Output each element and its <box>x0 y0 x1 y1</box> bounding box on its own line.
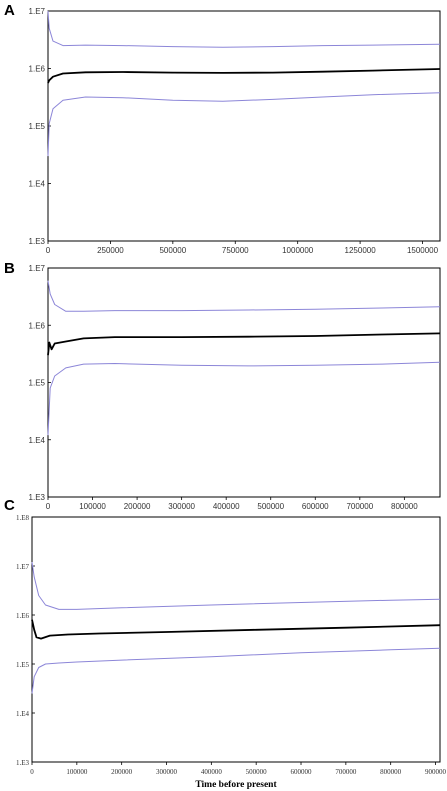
y-tick-label: 1.E5 <box>29 122 46 131</box>
series-line-lower <box>31 647 441 694</box>
x-tick-label: 200000 <box>111 768 133 776</box>
plot-frame <box>47 267 441 498</box>
y-tick-label: 1.E6 <box>29 65 46 74</box>
x-tick-label: 300000 <box>168 502 195 511</box>
x-tick-label: 500000 <box>257 502 284 511</box>
y-tick-label: 1.E3 <box>29 237 46 246</box>
x-tick-label: 500000 <box>159 246 186 255</box>
x-tick-label: 0 <box>46 246 51 255</box>
x-axis-title: Time before present <box>195 780 277 790</box>
series-line-lower <box>47 92 441 157</box>
x-tick-label: 300000 <box>156 768 178 776</box>
y-tick-label: 1.E7 <box>29 264 46 273</box>
y-tick-label: 1.E6 <box>29 321 46 330</box>
y-tick-label: 1.E3 <box>29 493 46 502</box>
y-tick-label: 1.E7 <box>16 563 30 571</box>
y-tick-label: 1.E5 <box>29 379 46 388</box>
series-line-median <box>31 619 441 640</box>
y-tick-label: 1.E4 <box>16 710 30 718</box>
x-tick-label: 800000 <box>391 502 418 511</box>
series-line-median <box>47 332 441 356</box>
panel-label-c: C <box>4 497 15 514</box>
x-tick-label: 100000 <box>79 502 106 511</box>
plot-frame <box>31 516 441 763</box>
x-tick-label: 700000 <box>346 502 373 511</box>
x-tick-label: 400000 <box>201 768 223 776</box>
x-tick-label: 1500000 <box>407 246 439 255</box>
y-tick-label: 1.E3 <box>16 759 30 767</box>
x-tick-label: 100000 <box>66 768 88 776</box>
series-line-upper <box>31 562 441 610</box>
y-tick-label: 1.E8 <box>16 514 30 522</box>
panel-b: B 1.E3 1.E4 1.E5 1.E6 1.E7 0 100000 200000 30000… <box>4 260 441 511</box>
x-tick-label: 200000 <box>124 502 151 511</box>
panel-c: C 1.E3 1.E4 1.E5 1.E6 1.E7 1.E8 0 100000 200000 3… <box>4 497 447 790</box>
y-tick-label: 1.E4 <box>29 180 46 189</box>
x-tick-label: 700000 <box>335 768 357 776</box>
panel-label-b: B <box>4 260 15 277</box>
plot-c: 1.E3 1.E4 1.E5 1.E6 1.E7 1.E8 0 100000 200000 300… <box>16 514 447 790</box>
x-tick-label: 0 <box>30 768 34 776</box>
y-tick-label: 1.E4 <box>29 436 46 445</box>
x-tick-label: 600000 <box>291 768 313 776</box>
series-line-upper <box>47 280 441 312</box>
panel-label-a: A <box>4 2 15 19</box>
y-tick-label: 1.E7 <box>29 7 46 16</box>
series-line-lower <box>47 361 441 436</box>
x-tick-label: 1000000 <box>282 246 314 255</box>
x-tick-label: 0 <box>46 502 51 511</box>
x-tick-label: 250000 <box>97 246 124 255</box>
plot-b: 1.E3 1.E4 1.E5 1.E6 1.E7 0 100000 200000 300000 4… <box>29 264 441 511</box>
plot-frame <box>47 10 441 242</box>
series-line-median <box>47 68 441 84</box>
y-tick-label: 1.E6 <box>16 612 30 620</box>
x-tick-label: 800000 <box>380 768 402 776</box>
panel-a: A 1.E3 1.E4 1.E5 1.E6 1.E7 0 250000 500000 75000… <box>4 2 441 255</box>
x-tick-label: 400000 <box>213 502 240 511</box>
x-tick-label: 600000 <box>302 502 329 511</box>
x-tick-label: 1250000 <box>345 246 377 255</box>
y-tick-label: 1.E5 <box>16 661 30 669</box>
x-tick-label: 750000 <box>222 246 249 255</box>
x-tick-label: 900000 <box>425 768 447 776</box>
x-tick-label: 500000 <box>246 768 268 776</box>
plot-a: 1.E3 1.E4 1.E5 1.E6 1.E7 0 250000 500000 750000 1… <box>29 7 441 255</box>
series-line-upper <box>47 10 441 48</box>
